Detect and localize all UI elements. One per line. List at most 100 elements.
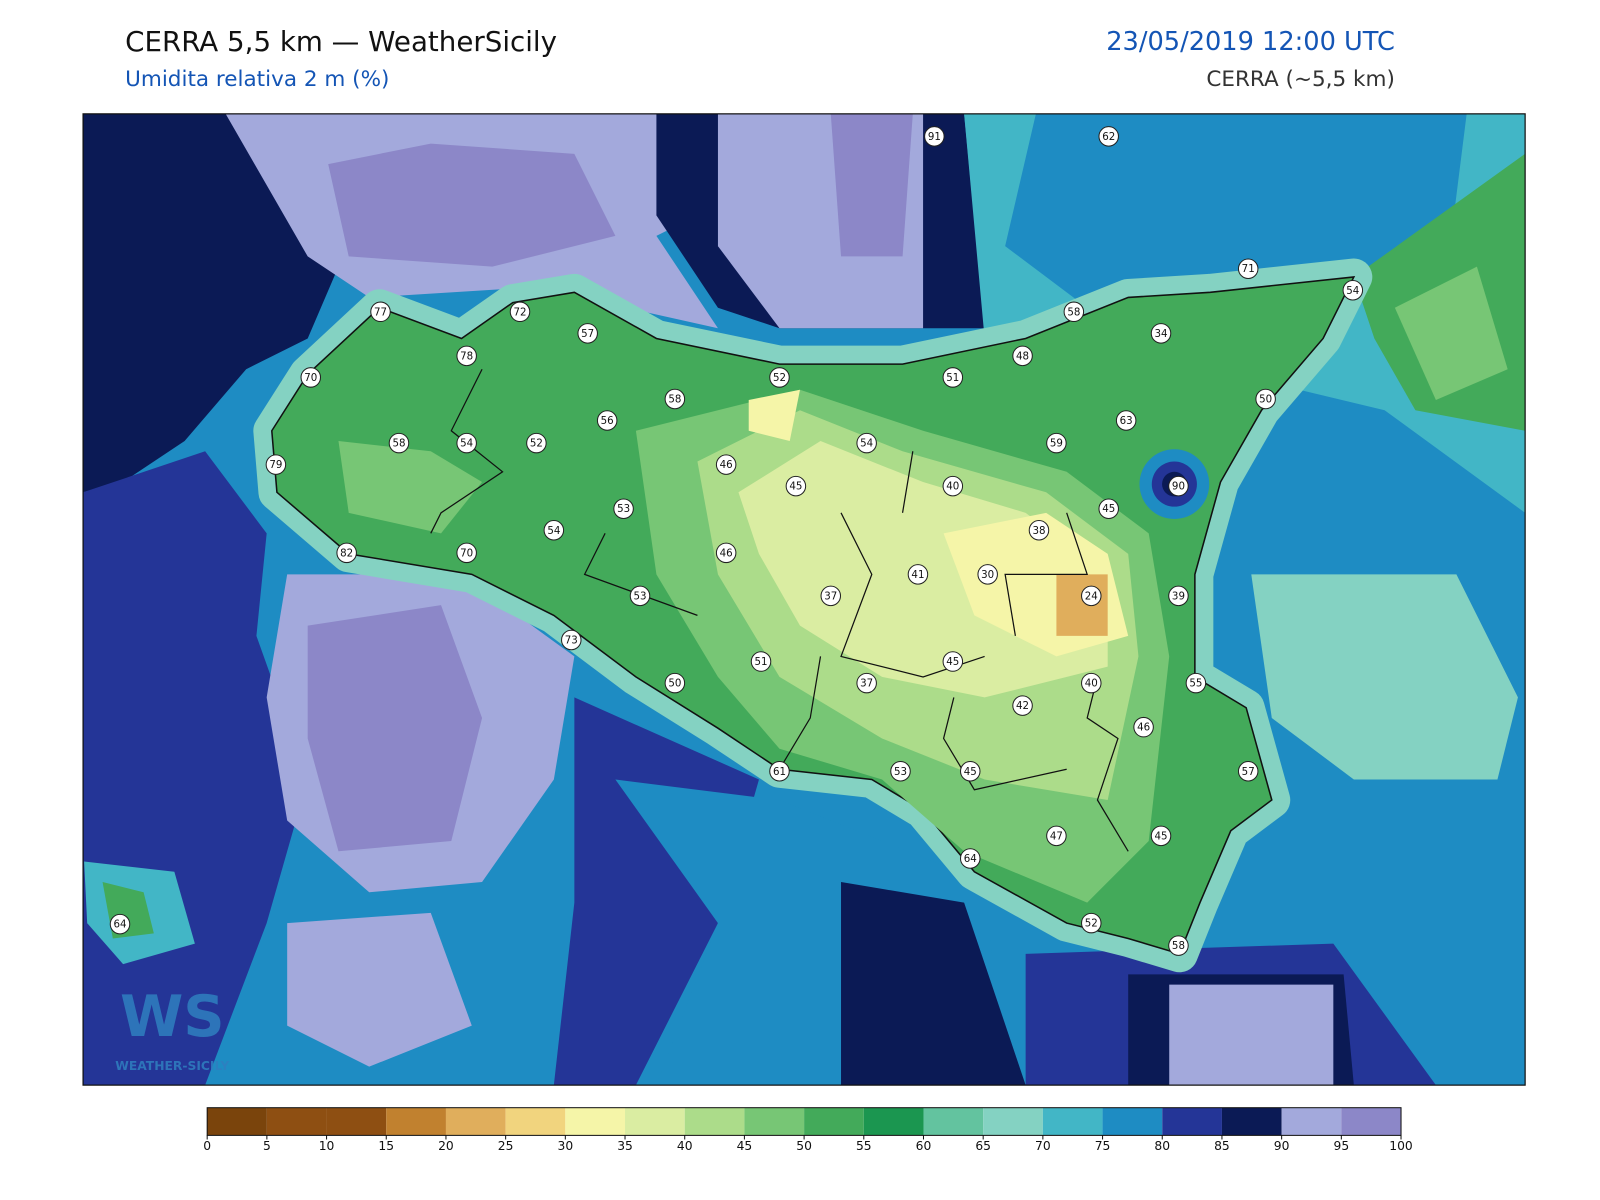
station-value: 71: [1242, 263, 1255, 275]
station: 57: [1237, 761, 1259, 782]
station-marker: [942, 475, 964, 497]
station-marker: [1081, 672, 1102, 694]
station: 57: [577, 323, 598, 344]
station-marker: [715, 542, 737, 564]
station-value: 53: [633, 590, 646, 602]
station-value: 90: [1172, 481, 1185, 493]
station-value: 46: [1137, 722, 1150, 734]
colorbar-swatch: [266, 1107, 327, 1136]
station-marker: [300, 367, 322, 388]
station-marker: [820, 585, 842, 607]
station: 64: [959, 848, 981, 869]
station-value: 70: [304, 372, 317, 384]
station-value: 72: [513, 306, 526, 318]
colorbar-tick-label: 40: [677, 1139, 693, 1153]
station-marker: [1150, 323, 1172, 344]
station-value: 47: [1050, 830, 1063, 842]
colorbar-tick-label: 30: [558, 1139, 574, 1153]
station-value: 50: [668, 678, 681, 690]
station-value: 59: [1050, 438, 1063, 450]
station: 70: [456, 542, 477, 564]
station-value: 45: [946, 656, 959, 668]
station-value: 82: [340, 547, 353, 559]
colorbar-tick-label: 0: [203, 1139, 211, 1153]
station-value: 57: [581, 328, 594, 340]
station-value: 30: [981, 569, 994, 581]
station: 46: [1133, 716, 1154, 738]
station-value: 64: [964, 853, 977, 865]
station: 54: [456, 432, 477, 454]
station-marker: [526, 432, 547, 454]
station: 72: [509, 301, 531, 323]
station: 24: [1081, 585, 1102, 607]
colorbar-swatch: [1281, 1107, 1342, 1136]
station-marker: [924, 126, 945, 147]
colorbar-swatch: [625, 1107, 685, 1136]
logo-name: WEATHER-SICILY: [115, 1059, 230, 1073]
station-marker: [370, 301, 391, 323]
colorbar-tick-label: 65: [975, 1139, 991, 1153]
colorbar-tick-label: 15: [378, 1139, 394, 1153]
station-marker: [1012, 345, 1033, 367]
station: 63: [1115, 410, 1137, 431]
station: 73: [561, 629, 582, 651]
colorbar-swatch: [1042, 1107, 1103, 1136]
station-marker: [769, 761, 790, 782]
station: 50: [664, 672, 686, 694]
station-marker: [977, 564, 998, 585]
station: 52: [526, 432, 547, 454]
station-marker: [1012, 695, 1033, 716]
station-value: 62: [1102, 131, 1115, 143]
station-value: 40: [1085, 678, 1098, 690]
station-marker: [561, 629, 582, 651]
station: 59: [1046, 432, 1067, 454]
station-marker: [1028, 519, 1050, 541]
station: 78: [456, 345, 477, 367]
station-marker: [336, 542, 357, 564]
station-marker: [856, 432, 877, 454]
station-value: 52: [773, 372, 786, 384]
subtitle: Umidita relativa 2 m (%): [125, 67, 389, 92]
station-marker: [856, 672, 877, 694]
station-value: 45: [1155, 830, 1168, 842]
colorbar-tick-label: 100: [1389, 1139, 1412, 1153]
station-value: 54: [547, 525, 560, 537]
station-value: 51: [755, 656, 768, 668]
station: 91: [924, 126, 945, 147]
map: 91 62 71 54 77 72 58 57 34 78 48 70 52 51 58 50 56 63 58 54…: [83, 113, 1526, 1086]
station: 46: [715, 542, 737, 564]
station-marker: [1255, 388, 1276, 410]
station-value: 54: [460, 438, 473, 450]
station-value: 34: [1155, 328, 1168, 340]
station: 46: [715, 454, 737, 475]
station-value: 61: [773, 766, 786, 778]
station: 70: [300, 367, 322, 388]
station-value: 91: [928, 131, 941, 143]
colorbar-swatch: [804, 1107, 864, 1136]
colorbar-swatch: [1102, 1107, 1163, 1136]
station: 45: [785, 475, 807, 497]
station: 40: [1081, 672, 1102, 694]
colorbar-tick-label: 10: [319, 1139, 335, 1153]
station-value: 54: [1346, 285, 1359, 297]
station-marker: [1168, 475, 1189, 497]
station-value: 55: [1189, 678, 1202, 690]
colorbar-tick-label: 90: [1274, 1139, 1290, 1153]
station: 58: [388, 432, 410, 454]
station-marker: [456, 432, 477, 454]
station-value: 54: [860, 438, 873, 450]
station: 62: [1098, 126, 1119, 147]
station: 55: [1185, 672, 1207, 694]
colorbar-swatch: [744, 1107, 805, 1136]
colorbar-swatch: [684, 1107, 745, 1136]
station: 45: [1150, 825, 1172, 847]
colorbar-tick-label: 25: [498, 1139, 514, 1153]
station: 30: [977, 564, 998, 585]
station-marker: [785, 475, 807, 497]
colorbar-swatch: [1221, 1107, 1282, 1136]
logo-mark: WS: [120, 983, 225, 1050]
station-value: 52: [530, 438, 543, 450]
station: 38: [1028, 519, 1050, 541]
station-marker: [629, 585, 651, 607]
station: 39: [1168, 585, 1189, 607]
